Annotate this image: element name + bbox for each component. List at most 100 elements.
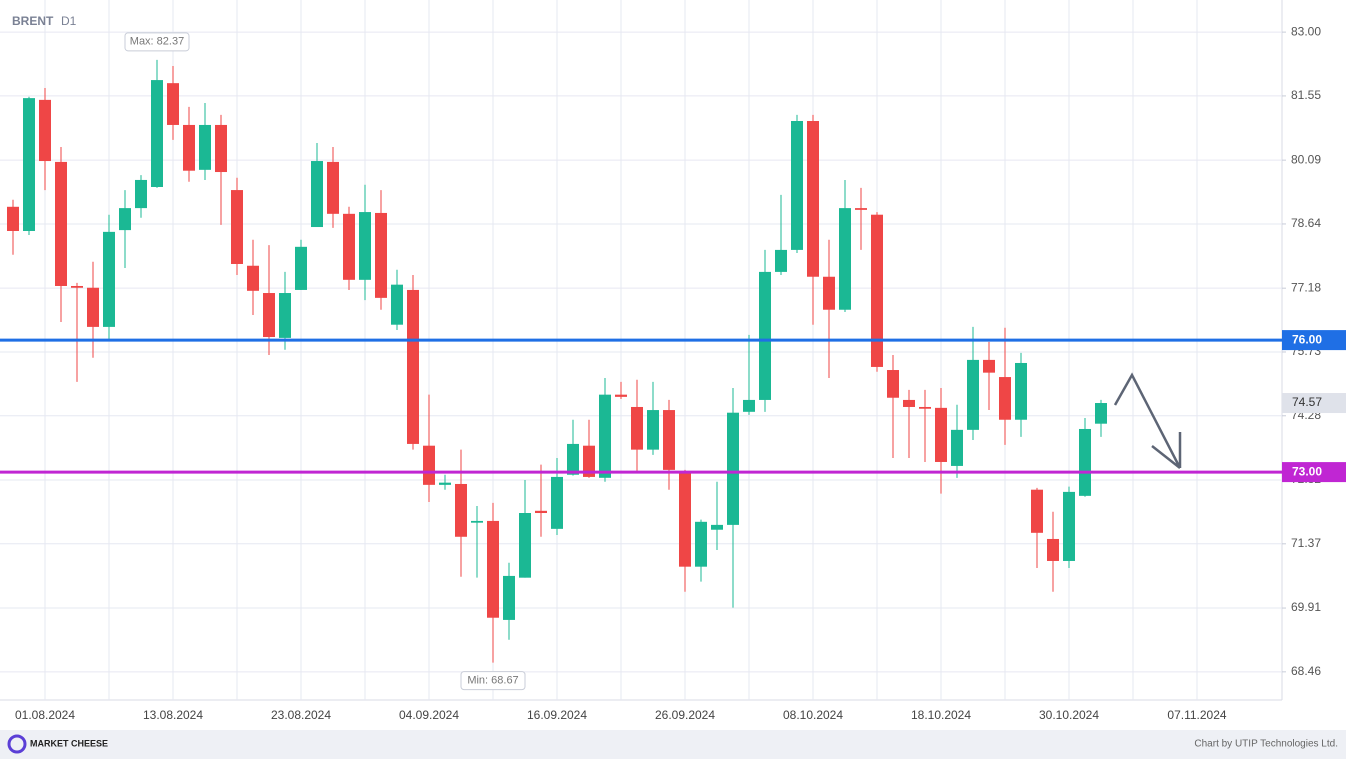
x-tick-label: 13.08.2024 bbox=[143, 708, 203, 722]
candle-body bbox=[551, 476, 563, 529]
drawn-arrow bbox=[1113, 372, 1182, 469]
candle-body bbox=[359, 212, 371, 280]
candle-body bbox=[199, 124, 211, 170]
candle-body bbox=[39, 99, 51, 162]
candle-body bbox=[807, 120, 819, 277]
footer bbox=[0, 730, 1346, 759]
candle-body bbox=[775, 249, 787, 272]
candle-body bbox=[599, 394, 611, 478]
level-label: 76.00 bbox=[1292, 332, 1322, 346]
candle-body bbox=[1095, 403, 1107, 424]
candle-body bbox=[1079, 428, 1091, 496]
candle-body bbox=[263, 293, 275, 338]
marks bbox=[7, 59, 1107, 663]
last-price-label: 74.57 bbox=[1292, 395, 1322, 409]
candle-body bbox=[631, 406, 643, 450]
annotation-box bbox=[124, 32, 190, 52]
last-price-tag bbox=[1282, 393, 1346, 414]
candle-body bbox=[103, 231, 115, 327]
candle-body bbox=[215, 124, 227, 173]
y-tick-label: 69.91 bbox=[1291, 600, 1321, 614]
candle-body bbox=[1015, 362, 1027, 420]
x-tick-label: 07.11.2024 bbox=[1167, 708, 1226, 722]
candle-body bbox=[919, 406, 931, 409]
chart-subtitle: D1 bbox=[61, 14, 77, 28]
candle-body bbox=[871, 214, 883, 367]
candle-body bbox=[967, 359, 979, 430]
candle-body bbox=[455, 483, 467, 537]
candle-body bbox=[583, 445, 595, 477]
candle-body bbox=[375, 212, 387, 298]
candle-body bbox=[791, 120, 803, 250]
candle-body bbox=[135, 179, 147, 209]
chart-title: BRENT bbox=[12, 14, 54, 28]
candle-body bbox=[695, 521, 707, 567]
candle-body bbox=[663, 410, 675, 470]
candle-body bbox=[903, 399, 915, 407]
x-tick-label: 30.10.2024 bbox=[1039, 708, 1099, 722]
y-tick-label: 78.64 bbox=[1291, 216, 1321, 230]
x-tick-label: 16.09.2024 bbox=[527, 708, 587, 722]
y-tick-label: 77.18 bbox=[1291, 280, 1321, 294]
candle-body bbox=[855, 208, 867, 210]
candle-body bbox=[167, 83, 179, 125]
x-tick-label: 08.10.2024 bbox=[783, 708, 843, 722]
candle-body bbox=[679, 472, 691, 567]
candle-body bbox=[55, 161, 67, 286]
candle-body bbox=[567, 443, 579, 475]
candle-body bbox=[647, 410, 659, 450]
candle-body bbox=[983, 359, 995, 373]
candle-body bbox=[231, 190, 243, 264]
annotation-box bbox=[460, 671, 526, 691]
candle-body bbox=[471, 520, 483, 523]
candle-body bbox=[151, 80, 163, 187]
candle-body bbox=[999, 377, 1011, 420]
candle-body bbox=[887, 370, 899, 398]
candle-body bbox=[823, 276, 835, 310]
level-label: 73.00 bbox=[1292, 464, 1322, 478]
candle-body bbox=[7, 206, 19, 231]
candle-body bbox=[311, 161, 323, 228]
logo-icon bbox=[7, 734, 27, 754]
candle-body bbox=[439, 482, 451, 485]
candle-body bbox=[711, 524, 723, 530]
candle-body bbox=[119, 208, 131, 231]
candle-body bbox=[951, 429, 963, 466]
candle-body bbox=[391, 284, 403, 325]
candle-body bbox=[407, 289, 419, 444]
candle-body bbox=[1031, 489, 1043, 533]
candle-body bbox=[935, 407, 947, 462]
candle-body bbox=[71, 285, 83, 288]
y-tick-label: 68.46 bbox=[1291, 664, 1321, 678]
candle-body bbox=[279, 293, 291, 338]
candle-body bbox=[615, 394, 627, 397]
candle-body bbox=[327, 161, 339, 214]
logo: MARKET CHEESE bbox=[30, 738, 108, 748]
candle-body bbox=[23, 98, 35, 231]
candle-body bbox=[535, 510, 547, 514]
x-tick-label: 04.09.2024 bbox=[399, 708, 459, 722]
candle-body bbox=[183, 124, 195, 171]
x-tick-label: 23.08.2024 bbox=[271, 708, 331, 722]
candle-body bbox=[343, 213, 355, 280]
level-tag bbox=[1282, 330, 1346, 351]
candle-body bbox=[503, 575, 515, 620]
candle-body bbox=[295, 246, 307, 290]
annotation: Max: 82.37 bbox=[130, 36, 184, 48]
candle-body bbox=[247, 265, 259, 291]
x-tick-label: 26.09.2024 bbox=[655, 708, 715, 722]
candle-body bbox=[1047, 538, 1059, 561]
annotation: Min: 68.67 bbox=[467, 675, 518, 687]
candle-body bbox=[839, 208, 851, 310]
candle-body bbox=[487, 520, 499, 618]
candle-body bbox=[1063, 491, 1075, 561]
candle-body bbox=[727, 412, 739, 525]
y-tick-label: 83.00 bbox=[1291, 24, 1321, 38]
candle-body bbox=[519, 513, 531, 578]
x-tick-label: 18.10.2024 bbox=[911, 708, 971, 722]
y-tick-label: 81.55 bbox=[1291, 88, 1321, 102]
candle-body bbox=[743, 399, 755, 412]
credit: Chart by UTIP Technologies Ltd. bbox=[1194, 739, 1338, 750]
candle-body bbox=[759, 271, 771, 400]
